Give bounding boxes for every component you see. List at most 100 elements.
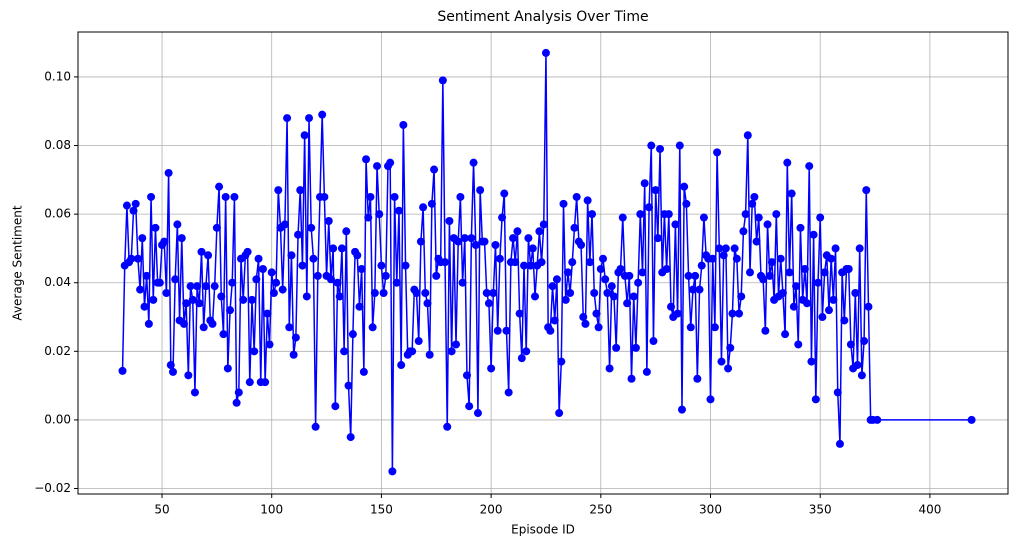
y-tick-label: 0.10 [44,69,71,83]
point [794,340,803,349]
point [188,295,197,304]
point [201,282,210,291]
point [967,415,976,424]
point [177,234,186,243]
point [741,210,750,219]
point [667,302,676,311]
point [724,364,733,373]
point [399,120,408,129]
point [280,220,289,229]
point [311,422,320,431]
point [375,210,384,219]
point [118,366,127,375]
point [142,271,151,280]
point [467,234,476,243]
point [272,278,281,287]
point [530,292,539,301]
point [579,313,588,322]
point [267,268,276,277]
point [599,254,608,263]
point [851,289,860,298]
point [816,213,825,222]
point [590,289,599,298]
point [827,254,836,263]
point [487,364,496,373]
point [452,340,461,349]
point [136,285,145,294]
point [515,309,524,318]
point [498,213,507,222]
point [228,278,237,287]
point [348,330,357,339]
point [844,265,853,274]
point [346,433,355,442]
point [752,237,761,246]
point [656,144,665,153]
point [761,326,770,335]
y-tick-label: 0.02 [44,344,71,358]
point [480,237,489,246]
point [364,213,373,222]
point [250,347,259,356]
x-tick-label: 400 [918,503,941,517]
point [408,347,417,356]
point [278,285,287,294]
point [298,261,307,270]
point [476,186,485,195]
point [809,230,818,239]
point [673,309,682,318]
point [796,223,805,232]
point [147,192,156,201]
point [840,316,849,325]
point [129,206,138,215]
point [368,323,377,332]
series [118,48,976,476]
point [748,199,757,208]
point [864,302,873,311]
point [397,361,406,370]
point [541,48,550,57]
point [190,388,199,397]
point [715,244,724,253]
point [831,244,840,253]
point [438,76,447,85]
point [326,275,335,284]
point [370,289,379,298]
point [173,220,182,229]
point [471,240,480,249]
point [340,347,349,356]
point [862,186,871,195]
point [555,409,564,418]
point [412,289,421,298]
point [776,254,785,263]
point [307,223,316,232]
point [357,265,366,274]
point [441,258,450,267]
point [204,251,213,260]
point [285,323,294,332]
point [245,378,254,387]
point [805,162,814,171]
point [362,155,371,164]
point [563,268,572,277]
point [539,220,548,229]
point [638,268,647,277]
point [726,343,735,352]
point [640,179,649,188]
point [252,275,261,284]
point [234,388,243,397]
point [210,282,219,291]
point [239,295,248,304]
point [763,220,772,229]
point [489,289,498,298]
point [781,330,790,339]
point [482,289,491,298]
point [623,299,632,308]
point [730,244,739,253]
point [697,261,706,270]
point [675,141,684,150]
point [759,275,768,284]
point [708,254,717,263]
point [254,254,263,263]
point [133,254,142,263]
